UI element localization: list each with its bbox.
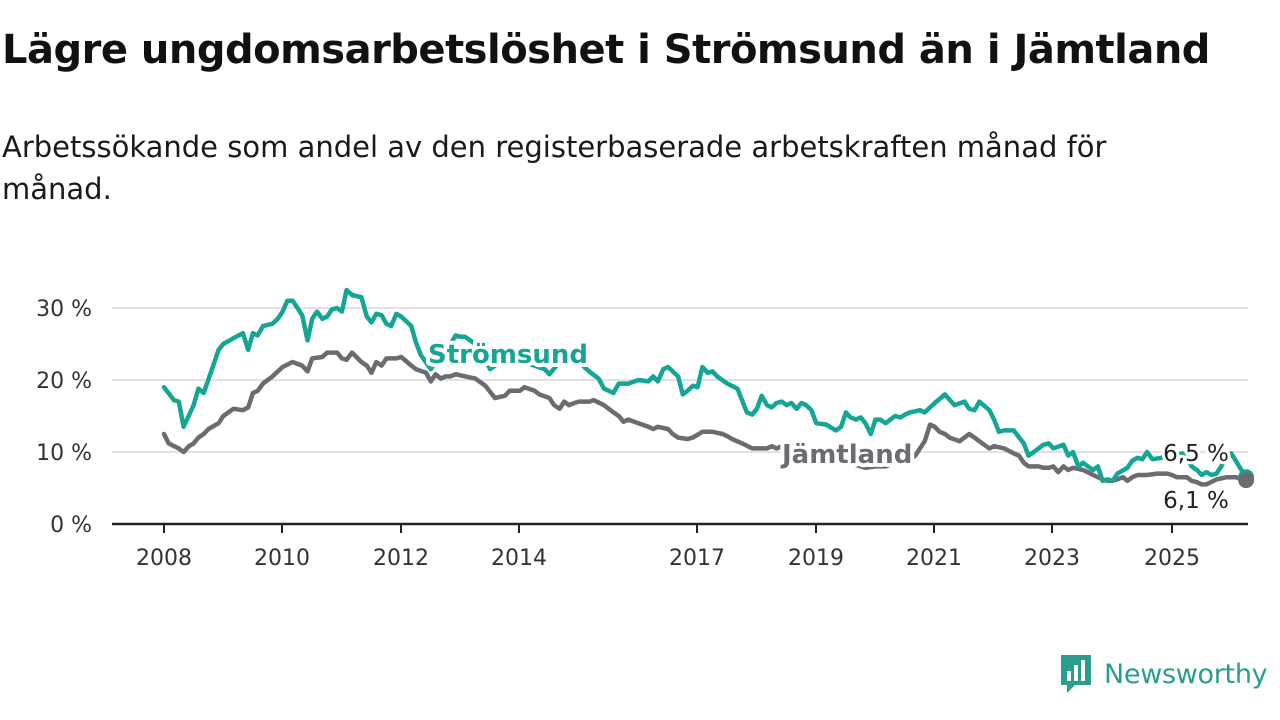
x-tick-label: 2010 — [254, 546, 310, 571]
y-tick-label: 30 % — [36, 297, 92, 322]
end-value-label-stromsund: 6,5 % — [1163, 441, 1229, 467]
end-value-label-jamtland: 6,1 % — [1163, 488, 1229, 514]
newsworthy-logo: Newsworthy — [1058, 652, 1268, 696]
x-tick-label: 2014 — [491, 546, 547, 571]
series-line-jamtland — [161, 350, 1249, 487]
y-tick-label: 0 % — [50, 513, 92, 538]
series-label-stromsund: Strömsund — [428, 340, 588, 370]
series-label-halo: Strömsund — [428, 340, 588, 370]
series-line-stromsund — [161, 287, 1249, 484]
series-label-jamtland: Jämtland — [780, 440, 912, 470]
end-marker-jamtland — [1238, 472, 1255, 489]
x-tick-label: 2019 — [788, 546, 844, 571]
chart-title: Lägre ungdomsarbetslöshet i Strömsund än… — [2, 27, 1210, 73]
newsworthy-chart-icon — [1061, 655, 1091, 693]
x-tick-label: 2017 — [669, 546, 725, 571]
x-axis-labels: 2008 2010 2012 2014 2017 2019 2021 2023 2025 — [136, 546, 1200, 571]
y-tick-label: 10 % — [36, 441, 92, 466]
x-tick-label: 2023 — [1024, 546, 1080, 571]
chart-subtitle: Arbetssökande som andel av den registerb… — [2, 130, 1107, 206]
end-label-halo: 6,1 % — [1163, 488, 1229, 514]
x-tick-label: 2021 — [906, 546, 962, 571]
x-tick-label: 2008 — [136, 546, 192, 571]
y-axis-labels: 0 % 10 % 20 % 30 % — [36, 297, 92, 538]
end-label-halo: 6,5 % — [1163, 441, 1229, 467]
y-tick-label: 20 % — [36, 369, 92, 394]
series-lines — [161, 287, 1255, 489]
x-tick-label: 2012 — [373, 546, 429, 571]
x-tick-label: 2025 — [1144, 546, 1200, 571]
logo-text: Newsworthy — [1104, 658, 1268, 690]
series-label-halo: Jämtland — [780, 440, 912, 470]
x-axis — [112, 522, 1248, 533]
